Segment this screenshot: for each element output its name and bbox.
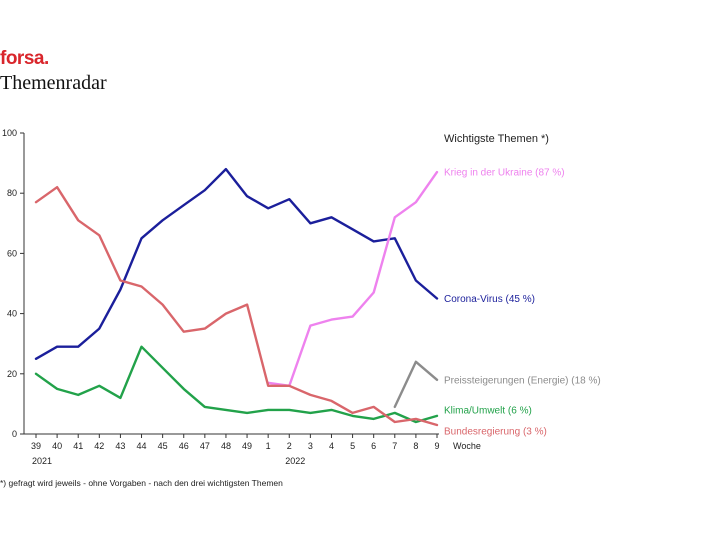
series-line (267, 170, 439, 387)
x-tick-label: 4 (329, 441, 334, 451)
x-tick-label: 43 (115, 441, 125, 451)
brand-logo: forsa. (0, 48, 49, 69)
series-line (393, 360, 439, 409)
x-tick-label: 45 (158, 441, 168, 451)
chart-labels: Wichtigste Themen *) Corona-Virus (45 %) K… (444, 133, 601, 437)
y-tick-label: 40 (7, 309, 17, 319)
x-tick-label: 49 (242, 441, 252, 451)
x-tick-label: 47 (200, 441, 210, 451)
x-axis-unit-label: Woche (453, 441, 481, 451)
x-tick-label: 42 (94, 441, 104, 451)
series-label: Krieg in der Ukraine (87 %) (444, 168, 565, 179)
series-label: Preissteigerungen (Energie) (18 %) (444, 375, 601, 386)
page-title: Themenradar (0, 72, 107, 94)
series-label: Bundesregierung (3 %) (444, 426, 547, 437)
series-line (34, 186, 439, 427)
year-label: 2022 (285, 456, 305, 466)
y-tick-label: 100 (2, 128, 17, 138)
series-line (34, 167, 439, 360)
footnote: *) gefragt wird jeweils - ohne Vorgaben … (0, 478, 283, 488)
x-tick-label: 41 (73, 441, 83, 451)
x-tick-label: 5 (350, 441, 355, 451)
x-tick-label: 3 (308, 441, 313, 451)
chart-series (34, 167, 439, 427)
year-label: 2021 (32, 456, 52, 466)
x-tick-label: 40 (52, 441, 62, 451)
x-tick-label: 6 (371, 441, 376, 451)
x-tick-label: 46 (179, 441, 189, 451)
y-tick-label: 60 (7, 248, 17, 258)
y-tick-label: 20 (7, 369, 17, 379)
x-tick-label: 7 (392, 441, 397, 451)
series-label: Corona-Virus (45 %) (444, 294, 535, 305)
y-tick-label: 80 (7, 188, 17, 198)
series-label: Klima/Umwelt (6 %) (444, 405, 532, 416)
y-tick-label: 0 (12, 429, 17, 439)
x-tick-label: 1 (266, 441, 271, 451)
x-tick-label: 48 (221, 441, 231, 451)
series-line (34, 345, 439, 424)
x-tick-label: 39 (31, 441, 41, 451)
x-tick-label: 8 (413, 441, 418, 451)
legend-title: Wichtigste Themen *) (444, 133, 549, 145)
x-tick-label: 2 (287, 441, 292, 451)
x-tick-label: 9 (434, 441, 439, 451)
x-tick-label: 44 (137, 441, 147, 451)
